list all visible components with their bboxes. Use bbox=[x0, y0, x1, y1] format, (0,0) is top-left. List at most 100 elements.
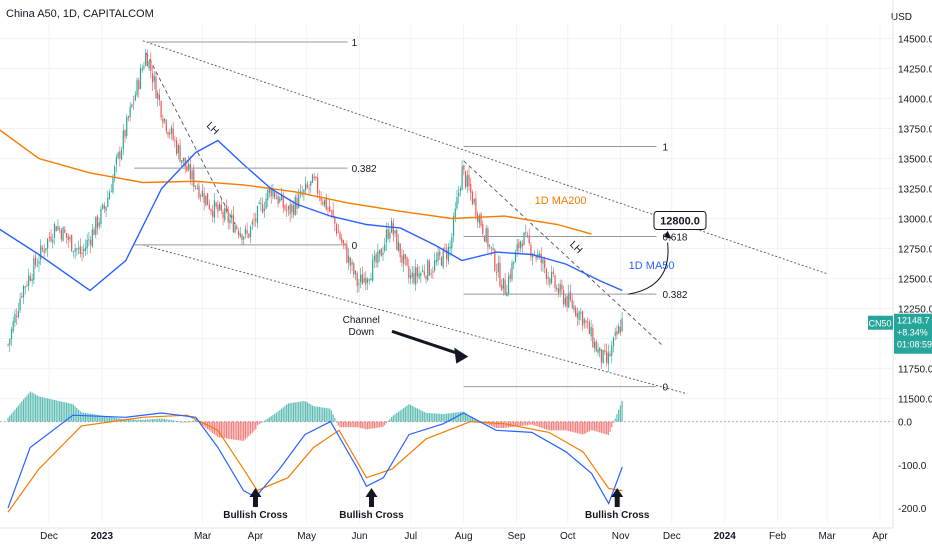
candle-body bbox=[454, 208, 456, 219]
candle-body bbox=[399, 243, 401, 258]
macd-histogram-bar bbox=[544, 421, 546, 429]
time-tick-label: Dec bbox=[40, 531, 58, 542]
macd-histogram-bar bbox=[184, 421, 186, 423]
candle-body bbox=[401, 255, 403, 263]
time-tick-label: Jun bbox=[351, 531, 367, 542]
candle-body bbox=[516, 244, 518, 252]
macd-histogram-bar bbox=[495, 421, 498, 428]
macd-histogram-bar bbox=[533, 421, 535, 426]
macd-histogram-bar bbox=[378, 421, 381, 428]
macd-histogram-bar bbox=[583, 421, 585, 434]
macd-histogram-bar bbox=[308, 403, 310, 422]
macd-histogram-bar bbox=[36, 395, 38, 422]
macd-histogram-bar bbox=[248, 421, 250, 437]
macd-histogram-bar bbox=[117, 418, 119, 422]
macd-histogram-bar bbox=[194, 419, 197, 422]
macd-histogram-bar bbox=[48, 398, 50, 422]
candle-body bbox=[612, 337, 615, 347]
lh-trendline-2 bbox=[463, 160, 662, 345]
macd-histogram-bar bbox=[616, 414, 618, 422]
candle-body bbox=[248, 233, 250, 238]
candle-body bbox=[262, 204, 264, 213]
candle-body bbox=[509, 274, 511, 279]
candle-body bbox=[599, 347, 601, 352]
macd-histogram-bar bbox=[47, 398, 49, 422]
macd-histogram-bar bbox=[107, 416, 109, 422]
candle-body bbox=[60, 229, 62, 240]
candle-body bbox=[90, 240, 92, 245]
candle-body bbox=[45, 248, 47, 251]
macd-histogram-bar bbox=[43, 397, 45, 422]
macd-histogram-bar bbox=[351, 421, 353, 428]
channel-arrow-shaft bbox=[391, 329, 461, 356]
macd-tick-label: -100.0 bbox=[898, 461, 927, 472]
macd-histogram-bar bbox=[19, 403, 21, 422]
candle-body bbox=[16, 316, 18, 318]
candle-body bbox=[473, 198, 475, 203]
symbol-badge bbox=[868, 315, 893, 330]
candle-body bbox=[14, 314, 16, 323]
macd-histogram-bar bbox=[265, 419, 267, 422]
candle-body bbox=[205, 195, 207, 206]
candle-body bbox=[360, 274, 362, 282]
bullish-cross-label: Bullish Cross bbox=[585, 510, 650, 521]
candle-body bbox=[127, 116, 130, 119]
macd-histogram-bar bbox=[136, 419, 138, 422]
macd-histogram-bar bbox=[568, 421, 570, 432]
macd-histogram-bar bbox=[129, 419, 131, 422]
candle-body bbox=[131, 104, 133, 108]
macd-histogram-bar bbox=[151, 419, 154, 422]
macd-histogram-bar bbox=[425, 412, 427, 422]
macd-histogram-bar bbox=[549, 421, 551, 431]
macd-histogram-bar bbox=[363, 421, 365, 429]
macd-histogram-bar bbox=[229, 421, 231, 439]
candle-body bbox=[530, 245, 532, 257]
macd-histogram-bar bbox=[98, 415, 100, 422]
candle-body bbox=[162, 118, 164, 124]
candle-body bbox=[77, 248, 80, 250]
macd-histogram-bar bbox=[411, 405, 413, 422]
candle-body bbox=[380, 248, 382, 257]
macd-histogram-bar bbox=[139, 419, 142, 422]
price-badge-change: +8.34% bbox=[897, 328, 928, 338]
candle-body bbox=[592, 328, 594, 348]
macd-histogram-bar bbox=[40, 396, 42, 422]
candle-body bbox=[335, 224, 338, 234]
candle-body bbox=[466, 175, 468, 187]
macd-histogram-bar bbox=[391, 416, 393, 422]
channel-arrow-head bbox=[454, 347, 469, 364]
candle-body bbox=[9, 338, 11, 345]
candle-body bbox=[373, 255, 376, 261]
candle-body bbox=[289, 204, 291, 215]
macd-histogram-bar bbox=[258, 421, 260, 425]
candle-body bbox=[404, 254, 406, 259]
candle-body bbox=[485, 228, 487, 242]
macd-histogram-bar bbox=[409, 404, 412, 422]
macd-histogram-bar bbox=[459, 411, 462, 422]
macd-histogram-bar bbox=[501, 421, 503, 428]
macd-histogram-bar bbox=[172, 420, 174, 422]
candle-body bbox=[139, 68, 142, 89]
macd-histogram-bar bbox=[148, 419, 150, 422]
macd-histogram-bar bbox=[38, 396, 40, 422]
currency-label[interactable]: USD bbox=[890, 12, 912, 23]
candle-body bbox=[492, 248, 494, 250]
macd-histogram-bar bbox=[550, 421, 553, 431]
candle-body bbox=[593, 341, 596, 349]
candle-body bbox=[323, 199, 326, 206]
macd-histogram-bar bbox=[358, 421, 360, 428]
candle-body bbox=[573, 306, 575, 310]
macd-histogram-bar bbox=[90, 413, 92, 422]
macd-histogram-bar bbox=[619, 405, 621, 422]
macd-histogram-bar bbox=[470, 417, 472, 422]
candle-body bbox=[256, 206, 259, 224]
candle-body bbox=[329, 206, 331, 212]
macd-histogram-bar bbox=[588, 421, 591, 432]
macd-histogram-bar bbox=[581, 421, 584, 435]
candle-body bbox=[102, 204, 104, 209]
candle-body bbox=[595, 341, 597, 352]
macd-histogram-bar bbox=[296, 402, 298, 422]
macd-histogram-bar bbox=[444, 413, 446, 422]
